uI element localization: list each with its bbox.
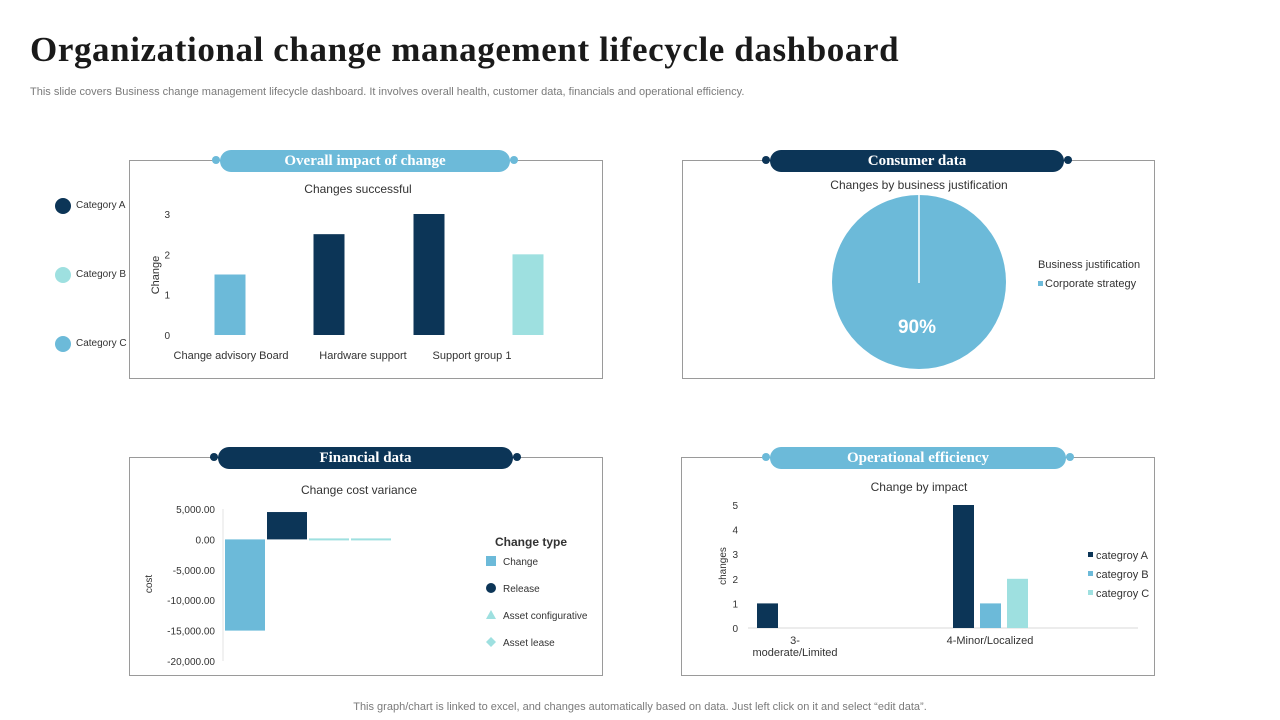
chart-title: Changes successful: [304, 182, 411, 196]
y-axis-label: Change: [150, 256, 162, 295]
bar: [225, 539, 265, 631]
chart-title: Change by impact: [871, 480, 968, 494]
legend-swatch-a: [55, 198, 71, 214]
legend-swatch: [1088, 590, 1093, 595]
bar: [214, 274, 246, 335]
x-tick-label-line: 3-: [790, 635, 800, 647]
chart-title: Changes by business justification: [830, 178, 1007, 192]
impact-panel: Changes successful Change 0 1 2 3 Change advis…: [129, 160, 603, 379]
legend-swatch: [1088, 571, 1093, 576]
y-tick-label: 2: [164, 250, 170, 261]
consumer-chart: Changes by business justification 90% Busi…: [830, 178, 1140, 369]
y-tick-label: 0.00: [196, 535, 216, 546]
legend-swatch-b: [55, 267, 71, 283]
impact-chart: Changes successful Change 0 1 2 3 Change advis…: [150, 182, 544, 362]
bar: [1007, 578, 1028, 628]
legend-label: categroy B: [1096, 569, 1149, 581]
bar: [953, 505, 974, 628]
chart-title: Change cost variance: [301, 483, 417, 497]
y-tick-label: 5: [732, 501, 738, 512]
side-legend-item-c: Category C: [55, 336, 155, 352]
bar: [980, 603, 1001, 628]
legend-label: Asset lease: [503, 638, 555, 649]
impact-header: Overall impact of change: [212, 150, 518, 174]
y-tick-label: 5,000.00: [176, 505, 215, 516]
x-tick-label: 3-moderate/Limited: [753, 635, 838, 659]
operational-chart: Change by impact changes 0 1 2 3 4 5 3-moderate/…: [718, 480, 1149, 659]
bar: [313, 234, 345, 335]
legend-swatch-c: [55, 336, 71, 352]
financial-header: Financial data: [210, 447, 521, 471]
page-subtitle: This slide covers Business change manage…: [30, 86, 745, 98]
consumer-header-label: Consumer data: [770, 150, 1064, 172]
operational-header-label: Operational efficiency: [770, 447, 1066, 469]
y-tick-label: 3: [164, 210, 170, 221]
legend-marker-square: [486, 556, 496, 566]
legend-label-a: Category A: [76, 200, 126, 211]
y-tick-label: -20,000.00: [167, 657, 215, 668]
bar: [351, 538, 391, 541]
consumer-panel: Changes by business justification 90% Busi…: [682, 160, 1155, 379]
y-axis-label: changes: [718, 547, 729, 585]
bar: [757, 603, 778, 628]
x-tick-label: Support group 1: [433, 350, 512, 362]
y-tick-label: 1: [732, 599, 738, 610]
legend-title: Change type: [495, 535, 567, 549]
page-title: Organizational change management lifecyc…: [30, 30, 900, 69]
legend-label: categroy A: [1096, 550, 1149, 562]
legend-label: Release: [503, 584, 540, 595]
legend-marker-diamond: [486, 637, 496, 647]
consumer-header: Consumer data: [762, 150, 1072, 174]
x-tick-label-line: 4-Minor/Localized: [947, 635, 1034, 647]
bar: [413, 214, 445, 335]
y-tick-label: 0: [164, 331, 170, 342]
legend-label: categroy C: [1096, 588, 1149, 600]
pie-data-label: 90%: [898, 317, 936, 338]
bar: [309, 538, 349, 541]
y-tick-label: 1: [164, 291, 170, 302]
legend-swatch: [1088, 552, 1093, 557]
x-tick-label: Change advisory Board: [174, 350, 289, 362]
financial-chart: Change cost variance cost 5,000.00 0.00 -5,0…: [144, 483, 588, 668]
x-tick-label-line: moderate/Limited: [753, 647, 838, 659]
operational-panel: Change by impact changes 0 1 2 3 4 5 3-moderate/…: [681, 457, 1155, 676]
y-tick-label: -10,000.00: [167, 596, 215, 607]
footer-note: This graph/chart is linked to excel, and…: [353, 701, 927, 713]
y-tick-label: 3: [732, 550, 738, 561]
bar: [267, 512, 307, 540]
legend-label: Change: [503, 557, 538, 568]
y-axis-label: cost: [144, 575, 155, 594]
legend-swatch: [1038, 281, 1043, 286]
y-tick-label: 4: [732, 526, 738, 537]
y-tick-label: -5,000.00: [173, 566, 216, 577]
legend-label-b: Category B: [76, 269, 127, 280]
x-tick-label: Hardware support: [319, 350, 406, 362]
legend-label-c: Category C: [76, 338, 127, 349]
x-tick-label: 4-Minor/Localized: [947, 635, 1034, 647]
legend-label: Corporate strategy: [1045, 278, 1137, 290]
financial-panel: Change cost variance cost 5,000.00 0.00 -5,0…: [129, 457, 603, 676]
y-tick-label: 2: [732, 575, 738, 586]
bar: [512, 254, 544, 335]
financial-header-label: Financial data: [218, 447, 513, 469]
y-tick-label: -15,000.00: [167, 627, 215, 638]
legend-marker-triangle: [486, 610, 496, 619]
legend-title: Business justification: [1038, 259, 1140, 271]
y-tick-label: 0: [732, 624, 738, 635]
impact-header-label: Overall impact of change: [220, 150, 510, 172]
side-legend-item-a: Category A: [55, 198, 155, 214]
operational-header: Operational efficiency: [762, 447, 1074, 471]
legend-label: Asset configurative: [503, 611, 588, 622]
legend-marker-circle: [486, 583, 496, 593]
side-legend-item-b: Category B: [55, 267, 155, 283]
